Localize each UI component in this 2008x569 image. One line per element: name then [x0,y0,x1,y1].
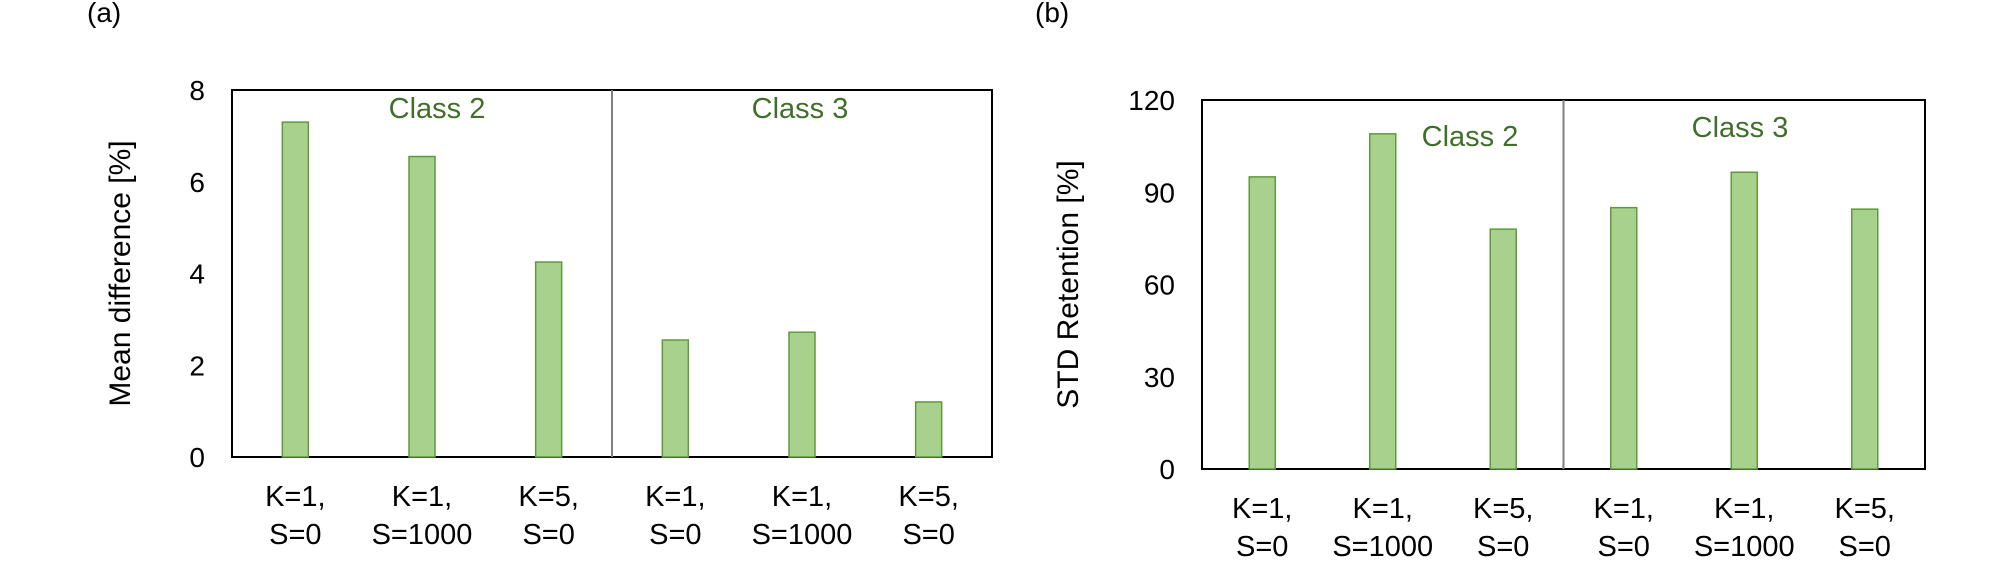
bar [1248,176,1276,470]
panel-label-a: (a) [87,0,121,28]
x-tick-label: K=1, [645,481,705,513]
y-tick-label: 120 [1128,85,1175,116]
group-label: Class 2 [389,93,486,125]
group-label: Class 3 [752,93,849,125]
x-tick-label: S=0 [649,519,701,551]
x-tick-label: K=1, [392,481,452,513]
y-tick-label: 8 [189,75,205,106]
x-tick-label: S=0 [522,519,574,551]
mean-difference-chart: 0 2 4 6 8 Mean difference [%] K=1, S=0 K=1, S=100… [104,75,993,551]
x-tick-label: K=1, [1232,493,1292,525]
bar [408,155,436,458]
std-retention-chart: 0 30 60 90 120 STD Retention [%] K=1, S=0 K=1, S=… [1052,85,1926,563]
group-label: Class 2 [1422,121,1519,153]
y-axis-label: Mean difference [%] [104,140,137,406]
bar [1730,171,1758,470]
bar [1610,206,1638,470]
group-label: Class 3 [1692,112,1789,144]
x-tick-label: K=5, [1473,493,1533,525]
x-tick-label: S=1000 [372,519,473,551]
x-tick-label: S=0 [1236,531,1288,563]
x-tick-label: S=0 [1598,531,1650,563]
x-tick-label: S=1000 [1694,531,1795,563]
x-tick-label: K=1, [772,481,832,513]
x-tick-label: S=1000 [1332,531,1433,563]
x-tick-label: K=1, [1353,493,1413,525]
bar [1369,133,1397,470]
bar [1851,208,1879,470]
y-tick-label: 30 [1144,362,1175,393]
bar [281,121,310,458]
y-tick-label: 2 [189,350,205,381]
x-tick-label: K=1, [1714,493,1774,525]
bar [661,339,690,458]
y-tick-label: 4 [189,259,205,290]
y-tick-label: 0 [1159,454,1175,485]
bar [1489,228,1517,470]
x-tick-label: S=0 [269,519,321,551]
bar [534,261,563,458]
y-tick-label: 6 [189,167,205,198]
x-tick-label: K=5, [518,481,578,513]
bar [914,401,943,458]
bar [788,331,816,458]
x-tick-label: S=0 [1477,531,1529,563]
x-tick-label: K=1, [1594,493,1654,525]
y-tick-label: 60 [1144,270,1175,301]
x-tick-label: K=5, [898,481,958,513]
x-tick-label: K=5, [1835,493,1895,525]
y-tick-label: 0 [189,442,205,473]
y-axis-label: STD Retention [%] [1052,160,1085,408]
x-tick-label: S=0 [1839,531,1891,563]
panel-label-b: (b) [1035,0,1069,28]
y-tick-label: 90 [1144,177,1175,208]
x-tick-label: S=0 [902,519,954,551]
x-tick-label: K=1, [265,481,325,513]
x-tick-label: S=1000 [752,519,853,551]
